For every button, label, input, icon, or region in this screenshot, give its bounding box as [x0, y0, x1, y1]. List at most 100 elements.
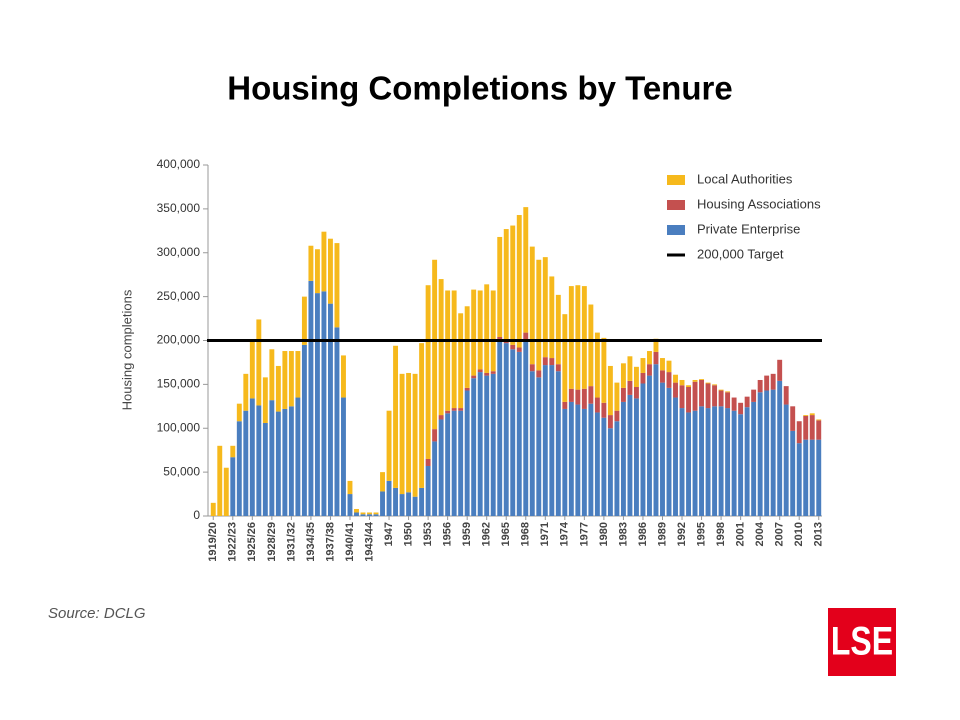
x-tick-label: 1992	[676, 522, 688, 546]
bar-segment	[816, 420, 822, 440]
bar-segment	[796, 443, 802, 516]
bar-segment	[432, 429, 438, 442]
bar-segment	[588, 403, 594, 516]
bar-segment	[686, 387, 691, 413]
bar-segment	[314, 293, 320, 516]
bar-segment	[594, 412, 600, 516]
bar-segment	[607, 365, 613, 416]
bar-segment	[451, 290, 457, 409]
bar-segment	[406, 372, 412, 493]
bar-segment	[718, 406, 724, 516]
x-tick-label: 1925/26	[246, 522, 258, 562]
bar-segment	[354, 508, 359, 513]
x-tick-label: 1995	[695, 522, 707, 546]
bar-segment	[210, 502, 216, 516]
y-tick-label: 150,000	[157, 377, 201, 391]
y-tick-label: 250,000	[157, 289, 201, 303]
bar-segment	[568, 286, 574, 389]
bar-segment	[367, 512, 372, 515]
x-tick-label: 1940/41	[344, 522, 356, 562]
bar-segment	[536, 259, 542, 371]
bar-segment	[614, 421, 620, 516]
bar-segment	[523, 332, 529, 340]
bar-segment	[549, 365, 555, 516]
legend-swatch	[667, 225, 685, 235]
bar-segment	[380, 472, 385, 492]
x-tick-label: 1968	[520, 522, 532, 546]
bar-segment	[523, 207, 529, 333]
bar-segment	[692, 379, 698, 382]
bar-segment	[451, 408, 457, 411]
bar-segment	[738, 414, 744, 516]
bar-segment	[347, 494, 353, 516]
bar-segment	[725, 408, 731, 516]
bar-segment	[796, 421, 802, 444]
y-tick-label: 50,000	[163, 464, 200, 478]
bar-segment	[588, 386, 594, 404]
bar-segment	[673, 382, 678, 398]
x-tick-label: 1956	[442, 522, 454, 546]
bar-segment	[757, 392, 763, 516]
x-tick-label: 2001	[735, 522, 747, 546]
bar-segment	[633, 366, 639, 388]
bar-segment	[562, 408, 568, 516]
bar-segment	[607, 415, 613, 429]
bar-segment	[497, 336, 503, 341]
bar-segment	[601, 402, 607, 418]
bar-segment	[321, 231, 327, 292]
bar-segment	[497, 340, 503, 516]
bar-segment	[751, 389, 757, 402]
bar-segment	[575, 404, 581, 516]
bar-segment	[412, 373, 418, 497]
bar-segment	[373, 514, 379, 516]
bar-segment	[679, 385, 685, 409]
x-tick-label: 2004	[754, 521, 766, 546]
bar-segment	[640, 358, 646, 373]
bar-segment	[438, 419, 444, 516]
chart-title: Housing Completions by Tenure	[227, 70, 732, 107]
bar-segment	[445, 410, 451, 414]
bar-segment	[594, 332, 600, 398]
bar-segment	[282, 351, 288, 409]
bar-segment	[308, 245, 314, 281]
bar-segment	[536, 370, 542, 378]
legend-swatch	[667, 175, 685, 185]
bar-segment	[256, 319, 262, 406]
bar-segment	[419, 343, 425, 488]
bar-segment	[699, 379, 705, 380]
bar-segment	[653, 351, 659, 365]
bar-segment	[542, 257, 548, 358]
bar-segment	[627, 380, 633, 395]
bar-segment	[731, 410, 737, 516]
y-tick-label: 200,000	[157, 333, 201, 347]
bar-segment	[393, 487, 399, 516]
bar-segment	[510, 349, 516, 516]
bar-segment	[562, 401, 568, 409]
bar-segment	[731, 397, 737, 411]
bar-segment	[770, 373, 776, 390]
bar-segment	[647, 364, 652, 376]
bar-segment	[249, 340, 255, 399]
legend-swatch	[667, 200, 685, 210]
bar-segment	[503, 229, 509, 340]
bar-segment	[666, 372, 672, 388]
bar-segment	[360, 514, 366, 516]
bar-segment	[380, 491, 385, 516]
legend-label: Private Enterprise	[697, 221, 800, 236]
bar-segment	[451, 410, 457, 516]
bar-segment	[497, 236, 503, 337]
x-tick-label: 1947	[383, 522, 395, 546]
bar-segment	[236, 421, 242, 516]
bar-segment	[542, 365, 548, 516]
bar-segment	[594, 397, 600, 413]
bar-segment	[438, 279, 444, 416]
bar-segment	[301, 296, 307, 345]
bar-segment	[386, 480, 392, 516]
bar-segment	[301, 344, 307, 516]
bar-segment	[308, 280, 314, 516]
bar-segment	[777, 359, 783, 381]
bar-segment	[484, 284, 490, 373]
bar-segment	[341, 355, 346, 398]
bar-segment	[386, 410, 392, 481]
